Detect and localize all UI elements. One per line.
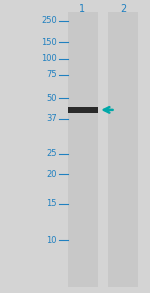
Bar xyxy=(68,12,98,287)
Text: 10: 10 xyxy=(46,236,57,245)
Bar xyxy=(68,107,98,113)
Text: 150: 150 xyxy=(41,38,57,47)
Text: 75: 75 xyxy=(46,70,57,79)
Text: 15: 15 xyxy=(46,199,57,208)
Text: 250: 250 xyxy=(41,16,57,25)
Bar xyxy=(108,12,138,287)
Text: 2: 2 xyxy=(120,4,126,14)
Text: 1: 1 xyxy=(80,4,85,14)
Text: 100: 100 xyxy=(41,54,57,63)
Text: 25: 25 xyxy=(46,149,57,158)
Text: 20: 20 xyxy=(46,170,57,179)
Text: 50: 50 xyxy=(46,94,57,103)
Text: 37: 37 xyxy=(46,114,57,123)
